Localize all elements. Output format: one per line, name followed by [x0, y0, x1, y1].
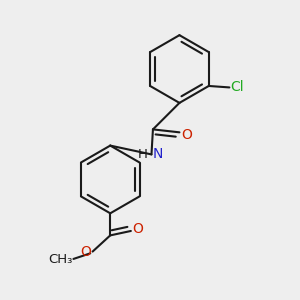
- Text: Cl: Cl: [230, 80, 244, 94]
- Text: O: O: [132, 223, 143, 236]
- Text: H: H: [138, 148, 148, 161]
- Text: CH₃: CH₃: [48, 253, 72, 266]
- Text: O: O: [181, 128, 192, 142]
- Text: N: N: [153, 147, 163, 161]
- Text: O: O: [80, 244, 92, 259]
